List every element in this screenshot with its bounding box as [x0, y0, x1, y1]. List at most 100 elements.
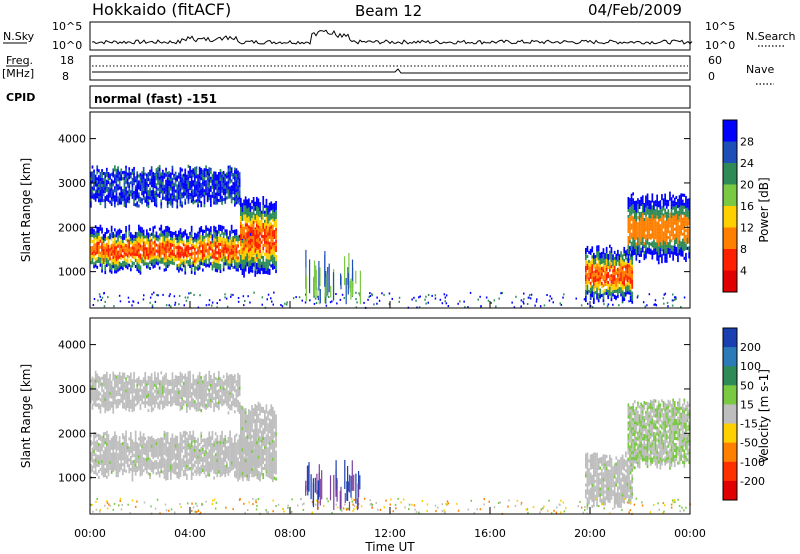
power-data-cell [262, 250, 265, 254]
power-data-cell [96, 192, 99, 196]
vel-data-cell [186, 455, 188, 459]
power-data-cell [649, 233, 652, 237]
power-data-cell [142, 194, 145, 198]
power-data-cell [268, 211, 271, 215]
power-data-cell [653, 215, 655, 219]
power-data-cell [669, 221, 671, 225]
power-data-cell [621, 260, 624, 264]
power-data-cell [101, 251, 103, 255]
power-data-noise [373, 303, 375, 306]
vel-data-cell [117, 459, 119, 463]
power-data-cell [669, 194, 671, 198]
vel-data-cell [96, 439, 99, 443]
vel-data-cell [123, 462, 126, 466]
vel-data-cell [163, 436, 166, 440]
power-data-cell [166, 255, 169, 259]
power-data-cell [218, 257, 220, 261]
freq-tick-top: 18 [60, 54, 74, 67]
power-data-cell [163, 241, 166, 245]
power-data-cell [656, 221, 658, 225]
power-data-cell [625, 256, 627, 260]
vel-data-cell [126, 464, 129, 468]
power-data-cell [273, 250, 276, 254]
power-data-cell [128, 185, 131, 189]
power-data-cell [227, 254, 230, 258]
power-data-cell [591, 279, 594, 283]
power-data-cell [618, 287, 621, 291]
power-data-cell [115, 234, 118, 238]
vel-data-cell [208, 437, 211, 441]
nsky-tick-bottom: 10^0 [52, 39, 82, 52]
power-data-cell [235, 244, 238, 248]
power-data-cell [120, 201, 123, 205]
power-data-cell [596, 293, 598, 297]
power-data-cell [651, 226, 654, 230]
power-data-cell [683, 232, 686, 236]
power-data-cell [110, 258, 113, 262]
power-data-cell [98, 256, 100, 260]
power-data-cell [593, 294, 595, 298]
power-data-cell [633, 206, 636, 210]
power-data-cell [144, 247, 147, 251]
vel-data-cell [189, 461, 191, 465]
power-data-cell [268, 271, 271, 275]
power-data-cell [654, 221, 657, 225]
vel-data-cell [149, 463, 151, 467]
power-data-noise [590, 296, 592, 299]
power-data-cell [609, 283, 611, 287]
power-data-cell [141, 201, 143, 205]
power-data-cell [243, 232, 245, 236]
vel-data-cell [101, 463, 103, 467]
power-data-cell [254, 245, 257, 249]
power-data-cell [142, 182, 145, 186]
power-data-cell [117, 178, 119, 182]
power-data-cell [184, 232, 187, 236]
vel-data-cell [162, 449, 164, 453]
power-data-cell [244, 202, 247, 206]
vel-data-cell [131, 439, 134, 443]
power-data-cell [107, 247, 110, 251]
power-data-noise [98, 293, 101, 296]
power-data-cell [104, 172, 107, 176]
vel-data-cell [99, 461, 102, 465]
vel-data-cell [106, 460, 108, 464]
power-data-noise [188, 292, 190, 295]
power-data-cell [224, 250, 227, 254]
power-data-cell [224, 238, 227, 242]
power-data-noise [107, 296, 109, 299]
power-data-cell [259, 256, 261, 260]
power-data-cell [685, 219, 687, 223]
power-data-cell [219, 266, 222, 270]
power-data-cell [133, 190, 135, 194]
power-y-tick-label: 2000 [58, 221, 86, 234]
power-data-noise [205, 304, 208, 307]
power-data-cell [641, 240, 644, 244]
power-data-cell [686, 246, 689, 250]
vel-data-cell [142, 442, 145, 446]
power-data-cell [613, 271, 616, 275]
power-data-cell [165, 191, 167, 195]
power-data-cell [627, 197, 630, 201]
power-data-cell [257, 240, 260, 244]
power-y-tick-label: 3000 [58, 177, 86, 190]
power-data-cell [638, 250, 641, 254]
vel-data-cell [118, 439, 121, 443]
power-data-cell [621, 266, 624, 270]
power-data-noise [498, 297, 500, 300]
power-data-cell [675, 204, 678, 208]
power-data-cell [187, 191, 190, 195]
power-data-cell [240, 234, 242, 238]
power-data-cell [141, 233, 143, 237]
vel-data-cell [114, 452, 116, 456]
power-data-cell [149, 242, 151, 246]
vel-data-cell [155, 460, 158, 464]
power-data-cell [599, 252, 602, 256]
power-data-cell [170, 249, 172, 253]
power-data-cell [197, 231, 199, 235]
power-data-cell [131, 171, 134, 175]
power-data-cell [115, 195, 118, 199]
power-data-cell [142, 173, 145, 177]
power-data-cell [141, 177, 143, 181]
power-data-cell [657, 216, 660, 220]
vel-data-cell [94, 465, 97, 469]
